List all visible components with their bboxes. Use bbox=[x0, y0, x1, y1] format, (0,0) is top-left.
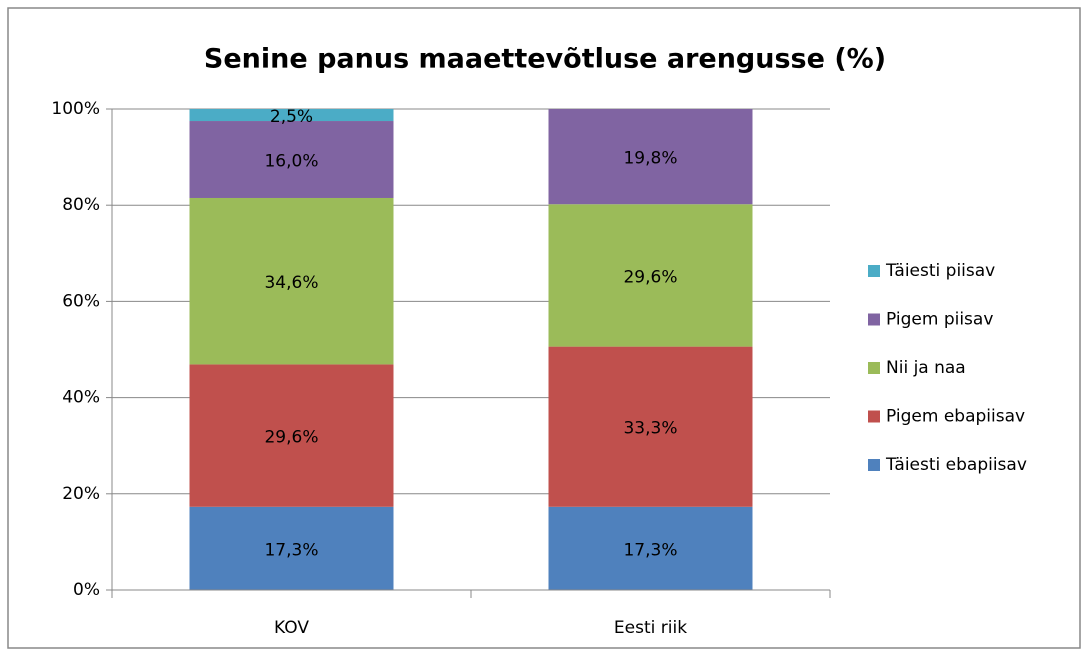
bar-segment bbox=[548, 109, 753, 205]
value-label: 19,8% bbox=[623, 149, 677, 169]
value-label: 33,3% bbox=[623, 419, 677, 439]
y-tick-label: 20% bbox=[62, 484, 100, 504]
legend-swatch bbox=[868, 265, 880, 277]
bar-segment bbox=[189, 109, 394, 122]
bar-segment bbox=[189, 121, 394, 198]
chart-title: Senine panus maaettevõtluse arengusse (%… bbox=[204, 44, 886, 75]
legend-label: Pigem ebapiisav bbox=[886, 407, 1025, 427]
bar-segment bbox=[189, 364, 394, 507]
bar-segment bbox=[548, 204, 753, 347]
value-label: 16,0% bbox=[264, 152, 318, 172]
y-tick-label: 80% bbox=[62, 195, 100, 215]
bar-segment bbox=[548, 506, 753, 590]
legend-label: Pigem piisav bbox=[886, 310, 993, 330]
legend-swatch bbox=[868, 459, 880, 471]
legend-swatch bbox=[868, 362, 880, 374]
value-label: 17,3% bbox=[623, 540, 677, 560]
value-label: 2,5% bbox=[270, 107, 313, 127]
legend-label: Täiesti ebapiisav bbox=[885, 455, 1027, 475]
legend-label: Nii ja naa bbox=[886, 358, 966, 378]
legend-swatch bbox=[868, 410, 880, 423]
bar-segment bbox=[189, 197, 394, 365]
value-label: 29,6% bbox=[623, 267, 677, 287]
value-label: 29,6% bbox=[264, 428, 318, 448]
bar-segment bbox=[189, 506, 394, 590]
value-label: 34,6% bbox=[264, 273, 318, 293]
legend-label: Täiesti piisav bbox=[885, 261, 995, 281]
chart-frame bbox=[7, 7, 1081, 649]
bar-segment bbox=[548, 346, 753, 507]
y-tick-label: 40% bbox=[62, 388, 100, 408]
y-tick-label: 100% bbox=[51, 99, 100, 119]
y-tick-label: 60% bbox=[62, 291, 100, 311]
legend-swatch bbox=[868, 313, 880, 326]
x-tick-label: Eesti riik bbox=[614, 618, 687, 638]
x-tick-label: KOV bbox=[274, 618, 309, 638]
y-tick-label: 0% bbox=[73, 580, 100, 600]
value-label: 17,3% bbox=[264, 540, 318, 560]
